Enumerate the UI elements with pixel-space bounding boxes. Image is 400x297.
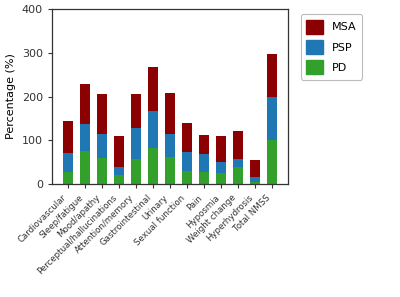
- Bar: [148, 148, 158, 184]
- Bar: [216, 136, 226, 162]
- Bar: [233, 168, 243, 184]
- Bar: [182, 152, 192, 171]
- Bar: [267, 140, 277, 184]
- Y-axis label: Percentage (%): Percentage (%): [6, 53, 16, 140]
- Bar: [267, 53, 277, 97]
- Bar: [165, 157, 175, 184]
- Bar: [63, 153, 73, 172]
- Bar: [63, 172, 73, 184]
- Bar: [97, 134, 107, 158]
- Bar: [97, 158, 107, 184]
- Bar: [199, 172, 209, 184]
- Bar: [233, 131, 243, 159]
- Bar: [148, 111, 158, 148]
- Bar: [131, 94, 141, 128]
- Bar: [80, 124, 90, 151]
- Bar: [216, 162, 226, 173]
- Bar: [131, 128, 141, 159]
- Bar: [97, 94, 107, 134]
- Bar: [267, 97, 277, 140]
- Bar: [114, 168, 124, 175]
- Bar: [114, 175, 124, 184]
- Bar: [233, 159, 243, 168]
- Bar: [250, 177, 260, 182]
- Bar: [80, 151, 90, 184]
- Bar: [114, 136, 124, 168]
- Bar: [199, 154, 209, 172]
- Bar: [165, 134, 175, 157]
- Legend: MSA, PSP, PD: MSA, PSP, PD: [301, 15, 362, 80]
- Bar: [131, 159, 141, 184]
- Bar: [182, 171, 192, 184]
- Bar: [250, 182, 260, 184]
- Bar: [182, 123, 192, 152]
- Bar: [165, 93, 175, 134]
- Bar: [216, 173, 226, 184]
- Bar: [250, 160, 260, 177]
- Bar: [199, 135, 209, 154]
- Bar: [80, 84, 90, 124]
- Bar: [63, 121, 73, 153]
- Bar: [148, 67, 158, 111]
